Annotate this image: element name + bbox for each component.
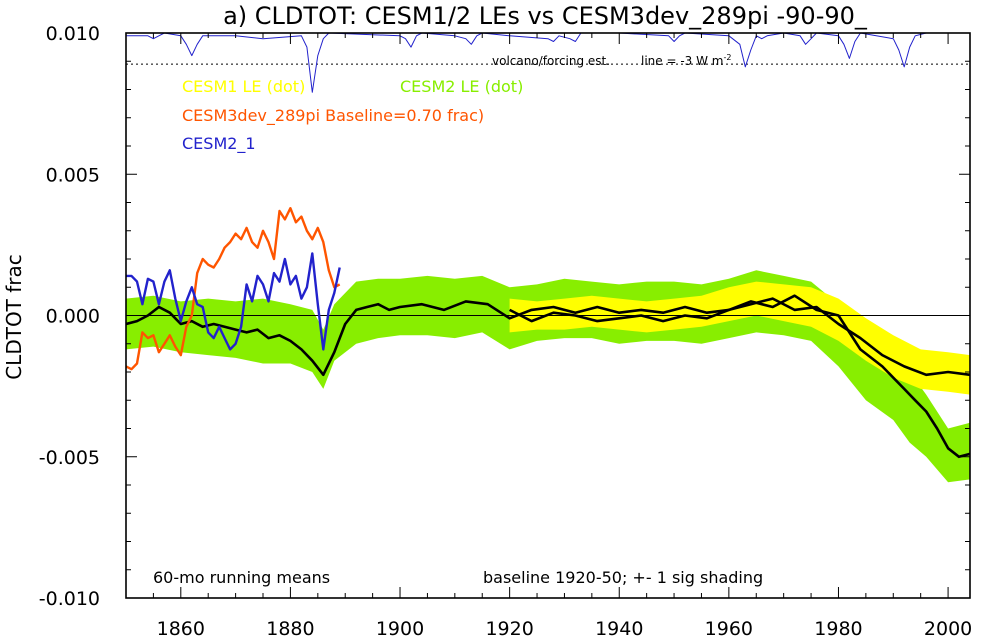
x-tick-label: 1980 [814,618,862,640]
x-tick-label: 1860 [157,618,205,640]
band-cesm2-le-dot [126,270,970,483]
y-tick-label: -0.005 [39,447,100,469]
series-cesm3dev-289pi-baseline-0-70-frac [125,206,341,371]
line-scale-superscript: -2 [724,53,732,62]
legend-cesm3dev: CESM3dev_289pi Baseline=0.70 frac) [182,106,484,126]
line-scale-text: line = -3 W m [641,54,724,68]
series-cesm2-1 [126,252,341,351]
x-tick-label: 1920 [485,618,533,640]
series-cesm2-le-mean [125,294,971,459]
x-tick-label: 2000 [924,618,972,640]
x-tick-label: 1940 [595,618,643,640]
band-cesm1-le-dot [509,281,970,395]
line-scale-annotation: line = -3 W m-2 [641,53,731,68]
y-tick-label: 0.005 [46,164,100,186]
axes: 1860 1880 1900 1920 1940 1960 1980 2000 0.010 0.0… [39,23,973,640]
legend-cesm2-1: CESM2_1 [182,134,256,154]
shading-bands [126,270,970,483]
legend-cesm1-le: CESM1 LE (dot) [182,77,305,96]
chart-title: a) CLDTOT: CESM1/2 LEs vs CESM3dev_289pi… [223,2,868,30]
running-means-note: 60-mo running means [153,568,330,587]
x-tick-label: 1960 [705,618,753,640]
series-cesm1-le-mean [509,297,971,377]
volcano-annotation: volcano/forcing est. [492,54,610,68]
y-axis-label: CLDTOT frac [2,254,26,380]
y-tick-label: 0.010 [46,23,100,45]
x-tick-label: 1880 [266,618,314,640]
baseline-note: baseline 1920-50; +- 1 sig shading [483,568,763,587]
y-tick-label: 0.000 [46,306,100,328]
legend-cesm2-le: CESM2 LE (dot) [400,77,523,96]
x-tick-label: 1900 [376,618,424,640]
y-tick-label: -0.010 [39,588,100,610]
